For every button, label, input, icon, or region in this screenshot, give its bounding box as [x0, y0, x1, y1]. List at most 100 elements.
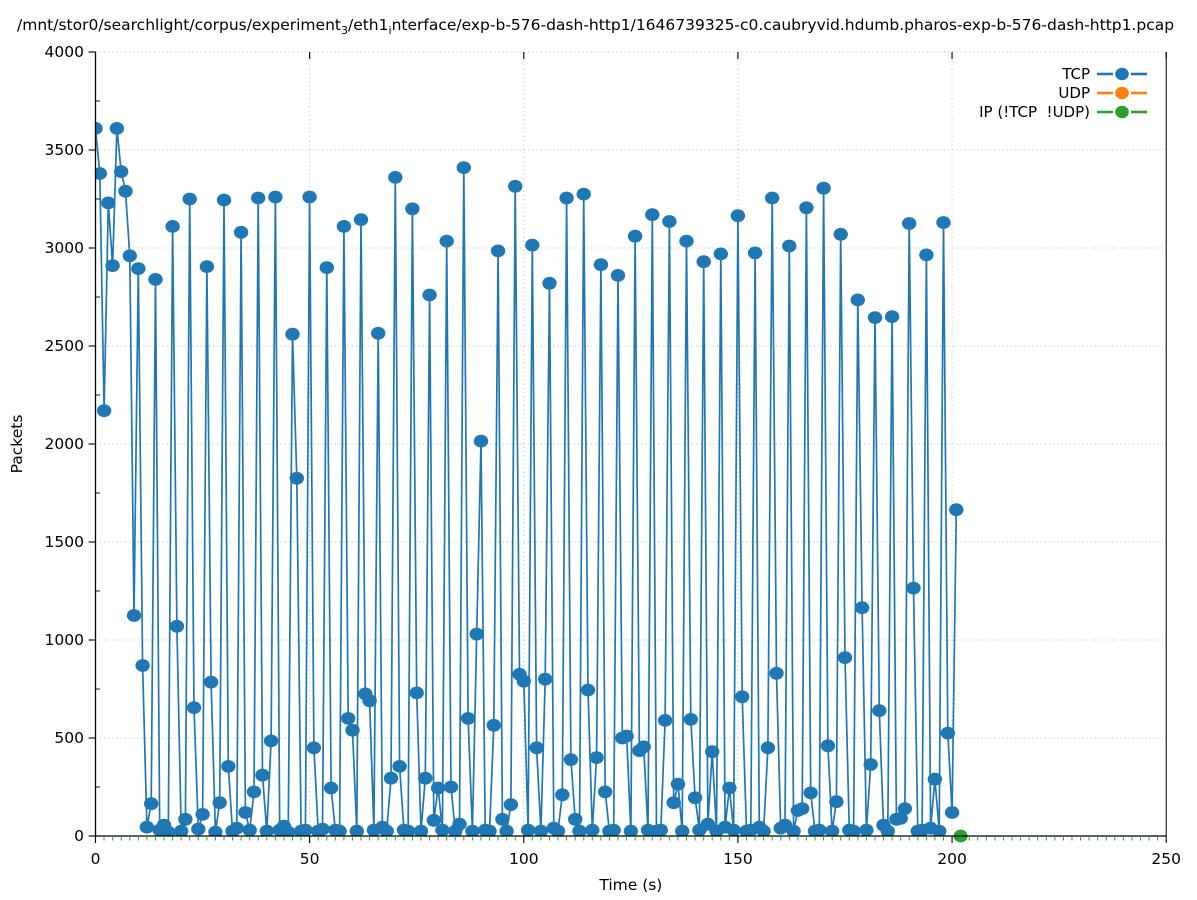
legend-marker	[1115, 105, 1129, 119]
tcp-point	[144, 797, 159, 811]
tcp-point	[101, 196, 116, 210]
y-tick-label: 2500	[45, 337, 84, 355]
tcp-point	[863, 758, 878, 771]
y-tick-label: 4000	[45, 43, 84, 61]
tcp-point	[379, 824, 394, 836]
tcp-point	[795, 802, 810, 815]
tcp-point	[525, 238, 540, 252]
tcp-point	[550, 824, 566, 836]
tcp-point	[555, 788, 570, 802]
tcp-point	[713, 247, 728, 261]
tcp-point	[636, 740, 651, 754]
tcp-point	[653, 823, 668, 836]
tcp-point	[315, 822, 330, 836]
tcp-point	[623, 824, 639, 836]
tcp-point	[726, 823, 741, 836]
tcp-point	[323, 781, 339, 795]
tick-labels: 0 500 1000 1500 2000 2500 3000 3500 4000	[45, 43, 84, 845]
legend-label: UDP	[1058, 84, 1090, 102]
tcp-point	[336, 220, 352, 233]
tcp-point	[495, 812, 510, 826]
legend-marker	[1115, 86, 1129, 100]
tcp-point	[499, 824, 514, 836]
tcp-point	[559, 191, 574, 205]
tcp-point	[353, 213, 369, 227]
tcp-point	[696, 255, 711, 269]
title-text: /mnt/stor0/searchlight/corpus/experiment	[17, 16, 341, 34]
tcp-point	[765, 191, 780, 205]
tcp-point	[400, 824, 416, 836]
tcp-point	[418, 771, 433, 785]
tcp-point	[533, 824, 549, 836]
tcp-point	[212, 796, 227, 810]
tcp-point	[383, 771, 399, 785]
tcp-point	[589, 751, 604, 764]
legend-label: TCP	[1061, 65, 1090, 83]
tcp-point	[799, 201, 814, 215]
tcp-point	[465, 824, 480, 836]
tcp-point	[191, 822, 206, 836]
tcp-point	[859, 823, 874, 836]
tcp-point	[95, 122, 103, 135]
tcp-point	[139, 820, 155, 834]
tcp-point	[289, 471, 304, 485]
title-subscript: i	[388, 24, 392, 38]
tcp-point	[452, 817, 467, 831]
tcp-point	[833, 227, 848, 241]
tcp-point	[786, 824, 801, 836]
tcp-point	[392, 760, 407, 773]
tcp-point	[341, 712, 356, 725]
tcp-point	[627, 229, 643, 243]
y-tick-label: 2000	[45, 435, 84, 453]
tcp-point	[747, 246, 763, 260]
tcp-point	[96, 404, 112, 418]
tcp-point	[949, 503, 964, 517]
x-tick-label: 100	[509, 850, 539, 868]
tcp-point	[769, 666, 784, 680]
tcp-point	[95, 167, 107, 180]
tcp-point	[443, 780, 459, 794]
tcp-point	[161, 825, 176, 836]
tcp-point	[460, 712, 476, 725]
tcp-point	[302, 190, 317, 204]
tcp-point	[816, 181, 831, 195]
tcp-point	[919, 248, 934, 262]
tcp-point	[122, 249, 137, 263]
title-text: /eth1	[347, 16, 389, 34]
tcp-point	[148, 273, 163, 286]
tcp-point	[538, 672, 553, 686]
tcp-point	[897, 802, 913, 815]
tcp-point	[854, 601, 870, 615]
tcp-point	[490, 244, 506, 258]
title-text: nterface/exp-b-576-dash-http1/1646739325…	[391, 16, 1175, 34]
tcp-point	[829, 795, 844, 809]
tcp-point	[610, 269, 626, 282]
tcp-point	[114, 165, 129, 179]
tcp-point	[705, 745, 720, 759]
tcp-point	[846, 824, 861, 836]
tcp-point	[645, 208, 660, 222]
tcp-point	[580, 683, 596, 697]
tcp-point	[178, 812, 193, 826]
tcp-point	[118, 184, 133, 198]
tcp-point	[906, 581, 921, 595]
tcp-point	[782, 239, 797, 253]
tcp-point	[332, 824, 347, 836]
tcp-point	[174, 824, 189, 836]
tcp-point	[568, 812, 583, 826]
tcp-point	[867, 311, 883, 324]
tcp-point	[349, 824, 364, 836]
tcp-line	[95, 128, 958, 836]
x-tick-label: 0	[91, 850, 101, 868]
tcp-point	[940, 726, 955, 740]
tcp-point	[242, 823, 257, 836]
legend-label: IP (!TCP !UDP)	[979, 103, 1090, 121]
tcp-point	[186, 701, 202, 714]
tcp-point	[345, 723, 360, 737]
tcp-point	[516, 674, 531, 688]
ticks	[88, 51, 1167, 843]
tcp-point	[760, 741, 776, 755]
tcp-point	[263, 734, 279, 748]
